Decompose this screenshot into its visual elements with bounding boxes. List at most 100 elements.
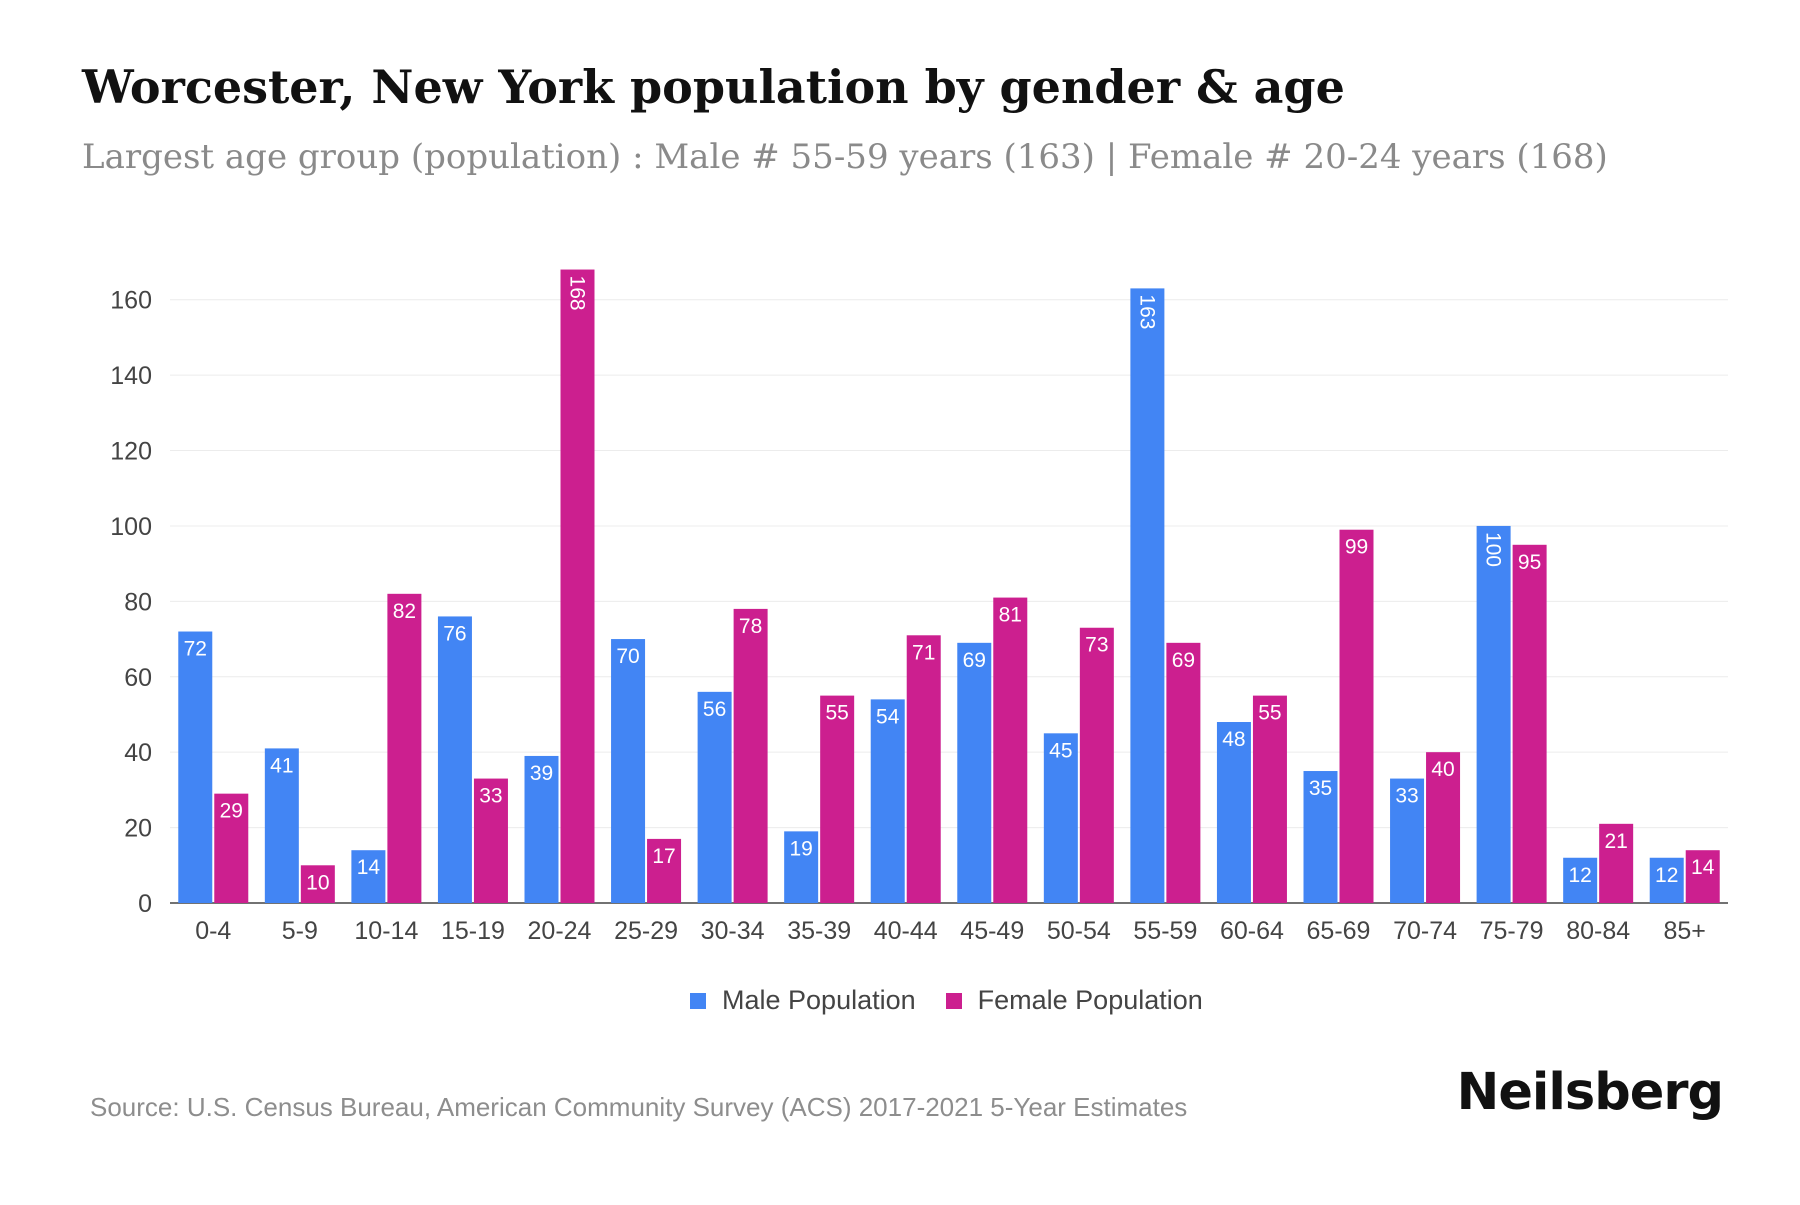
female-data-label: 21 — [1604, 830, 1627, 853]
female-data-label: 81 — [999, 604, 1022, 627]
male-bar — [697, 691, 732, 903]
male-bar — [178, 631, 213, 903]
male-bar — [870, 699, 905, 903]
x-tick-label: 75-79 — [1480, 917, 1544, 945]
female-data-label: 168 — [566, 276, 589, 311]
y-tick-label: 100 — [110, 513, 152, 541]
female-bar — [820, 695, 855, 903]
x-tick-label: 40-44 — [874, 917, 938, 945]
male-bar — [1390, 778, 1425, 903]
y-tick-label: 140 — [110, 362, 152, 390]
female-data-label: 55 — [1258, 702, 1281, 725]
female-bar — [387, 593, 422, 903]
x-tick-label: 30-34 — [701, 917, 765, 945]
female-bar — [906, 635, 941, 903]
male-data-label: 54 — [876, 705, 900, 728]
female-data-label: 71 — [912, 641, 935, 664]
y-tick-label: 0 — [138, 890, 152, 918]
x-tick-label: 45-49 — [960, 917, 1024, 945]
female-bar — [1166, 642, 1201, 903]
x-tick-label: 60-64 — [1220, 917, 1284, 945]
female-bar — [214, 793, 249, 903]
male-data-label: 39 — [530, 762, 553, 785]
male-bar — [1563, 857, 1598, 903]
x-tick-label: 15-19 — [441, 917, 505, 945]
female-data-label: 14 — [1691, 856, 1715, 879]
y-tick-label: 40 — [124, 739, 152, 767]
y-tick-label: 160 — [110, 287, 152, 315]
female-data-label: 17 — [652, 845, 675, 868]
legend-item-male: Male Population — [690, 985, 916, 1016]
male-data-label: 14 — [357, 856, 381, 879]
female-bar — [1426, 752, 1461, 903]
male-data-label: 33 — [1395, 785, 1418, 808]
chart-subtitle: Largest age group (population) : Male # … — [82, 137, 1608, 177]
female-bar — [1685, 850, 1720, 903]
male-data-label: 70 — [616, 645, 639, 668]
x-tick-label: 80-84 — [1566, 917, 1630, 945]
y-tick-label: 120 — [110, 438, 152, 466]
female-data-label: 33 — [479, 785, 502, 808]
x-tick-label: 70-74 — [1393, 917, 1457, 945]
source-note: Source: U.S. Census Bureau, American Com… — [90, 1092, 1188, 1122]
male-data-label: 76 — [443, 622, 466, 645]
female-bar — [473, 778, 508, 903]
female-data-label: 29 — [220, 800, 243, 823]
male-bar — [1303, 771, 1338, 903]
female-bar — [1599, 823, 1634, 903]
x-tick-label: 0-4 — [195, 917, 231, 945]
male-bar — [351, 850, 386, 903]
male-data-label: 19 — [789, 837, 812, 860]
male-data-label: 163 — [1135, 294, 1158, 329]
legend-swatch-female — [945, 992, 962, 1009]
male-data-label: 100 — [1482, 532, 1505, 567]
female-bar — [993, 597, 1028, 903]
male-bar — [784, 831, 819, 903]
female-data-label: 69 — [1172, 649, 1195, 672]
legend-label-male: Male Population — [722, 985, 916, 1015]
female-data-label: 99 — [1345, 536, 1368, 559]
male-bar — [1216, 722, 1251, 903]
male-bar — [1043, 733, 1078, 903]
x-tick-label: 85+ — [1664, 917, 1706, 945]
legend-item-female: Female Population — [945, 985, 1203, 1016]
male-bar — [264, 748, 299, 903]
x-tick-label: 5-9 — [282, 917, 318, 945]
y-tick-label: 60 — [124, 664, 152, 692]
female-data-label: 55 — [825, 702, 848, 725]
male-data-label: 56 — [703, 698, 726, 721]
female-data-label: 78 — [739, 615, 762, 638]
male-bar — [1476, 525, 1511, 903]
brand-logo: Neilsberg — [1456, 1063, 1724, 1122]
x-tick-label: 55-59 — [1133, 917, 1197, 945]
x-tick-label: 20-24 — [528, 917, 592, 945]
female-data-label: 10 — [306, 871, 329, 894]
female-bar — [1339, 529, 1374, 903]
x-tick-label: 25-29 — [614, 917, 678, 945]
female-bar — [1512, 544, 1547, 903]
x-tick-label: 10-14 — [354, 917, 418, 945]
female-data-label: 82 — [393, 600, 416, 623]
x-tick-label: 65-69 — [1307, 917, 1371, 945]
y-tick-label: 20 — [124, 815, 152, 843]
male-data-label: 35 — [1309, 777, 1332, 800]
female-bar — [560, 269, 595, 904]
male-data-label: 12 — [1568, 864, 1591, 887]
male-data-label: 69 — [963, 649, 986, 672]
male-bar — [611, 639, 646, 903]
x-tick-label: 35-39 — [787, 917, 851, 945]
x-tick-label: 50-54 — [1047, 917, 1111, 945]
female-data-label: 73 — [1085, 634, 1108, 657]
male-data-label: 72 — [184, 638, 207, 661]
male-bar — [437, 616, 472, 903]
female-bar — [1079, 627, 1114, 903]
female-bar — [647, 838, 682, 903]
female-data-label: 95 — [1518, 551, 1541, 574]
female-bar — [733, 608, 768, 903]
legend-label-female: Female Population — [977, 985, 1203, 1015]
chart-title: Worcester, New York population by gender… — [82, 60, 1345, 114]
male-data-label: 12 — [1655, 864, 1678, 887]
male-data-label: 48 — [1222, 728, 1245, 751]
male-bar — [1649, 857, 1684, 903]
